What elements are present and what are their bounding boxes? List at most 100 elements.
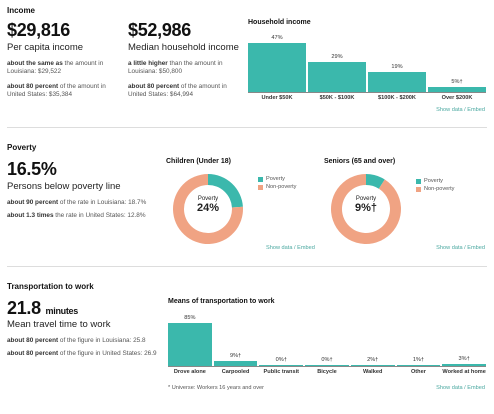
chart-value-label: 0%†: [321, 357, 333, 364]
legend-swatch-orange: [416, 186, 421, 192]
section-divider: [7, 266, 487, 267]
seniors-poverty-donut: [331, 174, 401, 244]
chart-value-label: 9%†: [229, 353, 242, 360]
chart-bar: [305, 365, 349, 366]
seniors-donut-center-value: 9%†: [354, 202, 378, 214]
children-donut-slices: [173, 174, 243, 244]
chart-category-label: Over $200K: [441, 95, 473, 101]
travel-time-value-row: 21.8 minutes: [7, 298, 78, 319]
chart-bar: [428, 86, 486, 92]
poverty-comparison-us-bold: about 1.3 times: [7, 212, 54, 219]
donut-slice-non-poverty: [331, 174, 401, 244]
children-legend-non-poverty-label: Non-poverty: [266, 184, 297, 190]
children-show-data-link[interactable]: Show data / Embed: [266, 245, 315, 251]
poverty-rate-value: 16.5%: [7, 159, 57, 179]
travel-comparison-state: about 80 percent of the figure in Louisi…: [7, 337, 162, 345]
travel-time-label: Mean travel time to work: [7, 319, 111, 330]
chart-value-label: 47%: [271, 35, 283, 41]
median-comparison-state: a little higher than the amount in Louis…: [128, 60, 238, 76]
median-comparison-us-text: of the amount in United States: $64,994: [128, 83, 227, 98]
per-capita-comparison-us-bold: about 80 percent: [7, 83, 59, 90]
seniors-donut-center: Poverty 9%†: [346, 196, 386, 214]
section-divider: [7, 127, 487, 128]
poverty-comparison-state-bold: about 90 percent: [7, 199, 59, 206]
per-capita-comparison-us: about 80 percent of the amount in United…: [7, 83, 117, 99]
median-comparison-us: about 80 percent of the amount in United…: [128, 83, 238, 99]
travel-comparison-us: about 80 percent of the figure in United…: [7, 350, 157, 358]
seniors-show-data-link[interactable]: Show data / Embed: [436, 245, 485, 251]
median-income-label: Median household income: [128, 42, 239, 53]
chart-category-label: Other: [410, 369, 426, 375]
median-comparison-state-text: than the amount in Louisiana: $50,800: [128, 60, 223, 75]
income-section-title: Income: [7, 6, 36, 15]
per-capita-comparison-state-text: the amount in Louisiana: $29,522: [7, 60, 104, 75]
chart-bar: [213, 361, 258, 366]
legend-swatch-teal: [258, 176, 263, 182]
chart-bar: [350, 364, 395, 366]
poverty-rate-label: Persons below poverty line: [7, 181, 121, 192]
transportation-section-title: Transportation to work: [7, 282, 94, 291]
poverty-comparison-us-text: the rate in United States: 12.8%: [53, 212, 146, 219]
travel-comparison-state-bold: about 80 percent: [7, 337, 59, 344]
per-capita-income-label: Per capita income: [7, 42, 84, 53]
children-donut-center-value: 24%: [196, 202, 220, 214]
chart-category-label: Under $50K: [261, 95, 293, 101]
chart-bar: [396, 364, 441, 366]
seniors-donut-slices: [331, 174, 401, 244]
chart-value-label: 1%†: [412, 356, 425, 363]
seniors-legend-non-poverty: Non-poverty: [416, 186, 454, 192]
median-comparison-state-bold: a little higher: [128, 60, 168, 67]
children-legend-poverty: Poverty: [258, 176, 285, 182]
per-capita-comparison-state: about the same as the amount in Louisian…: [7, 60, 117, 76]
donut-slice-poverty: [208, 174, 243, 208]
children-donut-center-label: Poverty: [197, 196, 219, 202]
median-comparison-us-bold: about 80 percent: [128, 83, 180, 90]
transportation-chart: 85% Drove alone 9%† Carpooled 0%† Public tran…: [168, 312, 486, 378]
travel-comparison-us-bold: about 80 percent: [7, 350, 59, 357]
seniors-legend-poverty-label: Poverty: [424, 178, 443, 184]
chart-bar: [248, 43, 306, 92]
household-income-chart-title: Household income: [248, 19, 311, 26]
chart-category-label: Bicycle: [317, 369, 337, 375]
chart-category-label: Walked: [363, 369, 383, 375]
chart-category-label: $50K - $100K: [319, 95, 355, 101]
chart-value-label: 3%†: [458, 356, 470, 363]
children-poverty-donut: [173, 174, 243, 244]
transportation-show-data-link[interactable]: Show data / Embed: [436, 385, 485, 391]
median-income-value: $52,986: [128, 20, 191, 40]
legend-swatch-teal: [416, 178, 421, 184]
per-capita-comparison-state-bold: about the same as: [7, 60, 63, 67]
chart-value-label: 19%: [391, 64, 403, 71]
per-capita-income-value: $29,816: [7, 20, 70, 40]
travel-comparison-us-text: of the figure in United States: 26.9: [58, 350, 157, 357]
legend-swatch-orange: [258, 184, 263, 190]
chart-category-label: Worked at home: [442, 369, 486, 375]
poverty-section-title: Poverty: [7, 143, 37, 152]
seniors-poverty-chart-title: Seniors (65 and over): [324, 158, 396, 165]
children-poverty-chart-title: Children (Under 18): [166, 158, 231, 165]
chart-value-label: 85%: [184, 315, 196, 321]
chart-bar: [259, 365, 304, 366]
chart-value-label: 0%†: [275, 357, 287, 364]
children-donut-center: Poverty 24%: [188, 196, 228, 214]
chart-value-label: 5%†: [451, 78, 463, 85]
donut-slice-non-poverty: [173, 174, 243, 244]
transportation-chart-title: Means of transportation to work: [168, 298, 275, 305]
travel-time-value: 21.8: [7, 298, 41, 318]
seniors-legend-non-poverty-label: Non-poverty: [424, 186, 455, 192]
income-show-data-link[interactable]: Show data / Embed: [436, 107, 485, 113]
chart-category-label: Drove alone: [173, 369, 206, 375]
chart-value-label: 2%†: [367, 356, 379, 363]
household-income-chart: 47% Under $50K 29% $50K - $100K 19% $100K - $…: [248, 32, 486, 104]
chart-category-label: Carpooled: [221, 369, 250, 375]
chart-bar: [442, 364, 486, 366]
per-capita-comparison-us-text: of the amount in United States: $35,384: [7, 83, 106, 98]
travel-comparison-state-text: of the figure in Louisiana: 25.8: [58, 337, 146, 344]
chart-value-label: 29%: [331, 53, 343, 60]
chart-baseline: [248, 92, 486, 93]
donut-slice-poverty: [366, 174, 385, 189]
travel-time-unit: minutes: [45, 306, 79, 316]
transportation-footnote: * Universe: Workers 16 years and over: [168, 385, 264, 391]
poverty-comparison-state: about 90 percent of the rate in Louisian…: [7, 199, 162, 207]
chart-category-label: Public transit: [263, 369, 299, 375]
